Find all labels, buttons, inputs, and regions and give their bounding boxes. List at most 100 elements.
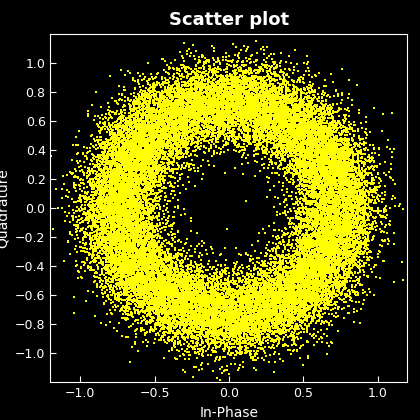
Channel 1 (108, 167, 115, 174)
Channel 1 (330, 153, 337, 160)
Channel 1 (223, 102, 229, 109)
Channel 1 (304, 232, 311, 239)
Channel 1 (282, 264, 289, 270)
Channel 1 (110, 268, 117, 275)
Channel 1 (289, 102, 296, 108)
Channel 1 (304, 126, 310, 132)
Channel 1 (121, 235, 128, 242)
Channel 1 (140, 204, 147, 210)
Channel 1 (280, 307, 287, 314)
Channel 1 (236, 315, 242, 322)
Channel 1 (132, 178, 139, 184)
Channel 1 (240, 305, 247, 312)
Channel 1 (140, 124, 147, 131)
Channel 1 (157, 291, 164, 298)
Channel 1 (192, 79, 199, 86)
Channel 1 (280, 83, 287, 90)
Channel 1 (129, 145, 136, 152)
Channel 1 (138, 120, 145, 126)
Channel 1 (284, 123, 291, 130)
Channel 1 (325, 259, 332, 266)
Channel 1 (165, 90, 172, 97)
Channel 1 (361, 241, 368, 247)
Channel 1 (274, 117, 281, 123)
Channel 1 (258, 97, 265, 104)
Channel 1 (159, 143, 165, 150)
Channel 1 (241, 100, 247, 107)
Channel 1 (215, 125, 221, 131)
Channel 1 (144, 155, 151, 162)
Channel 1 (136, 181, 142, 187)
Channel 1 (292, 310, 299, 317)
Channel 1 (340, 163, 347, 170)
Channel 1 (138, 232, 144, 239)
Channel 1 (324, 132, 331, 139)
Channel 1 (312, 171, 319, 178)
Channel 1 (373, 173, 379, 180)
Channel 1 (242, 84, 249, 90)
Channel 1 (174, 318, 181, 325)
Channel 1 (271, 268, 278, 275)
Channel 1 (119, 188, 126, 195)
Channel 1 (152, 129, 158, 136)
Channel 1 (352, 204, 359, 210)
Channel 1 (136, 180, 143, 186)
Channel 1 (236, 91, 243, 97)
Channel 1 (145, 166, 152, 173)
Channel 1 (333, 242, 340, 249)
Channel 1 (307, 150, 314, 156)
Channel 1 (299, 108, 306, 115)
Channel 1 (76, 127, 83, 134)
Channel 1 (364, 231, 371, 237)
Channel 1 (101, 244, 108, 250)
Channel 1 (131, 215, 138, 222)
Channel 1 (126, 231, 133, 237)
Channel 1 (186, 166, 192, 173)
Channel 1 (276, 85, 282, 92)
Channel 1 (301, 183, 308, 190)
Channel 1 (188, 50, 194, 57)
Channel 1 (302, 283, 309, 290)
Channel 1 (297, 310, 303, 317)
Channel 1 (270, 263, 277, 270)
Channel 1 (287, 97, 294, 104)
Channel 1 (130, 194, 136, 200)
Channel 1 (329, 188, 336, 195)
Channel 1 (157, 186, 163, 193)
Channel 1 (201, 239, 208, 246)
Channel 1 (203, 317, 210, 323)
Channel 1 (113, 135, 120, 142)
Channel 1 (139, 225, 145, 232)
Channel 1 (338, 158, 344, 165)
Channel 1 (218, 312, 224, 319)
Channel 1 (147, 156, 154, 163)
Channel 1 (278, 259, 284, 265)
Channel 1 (273, 116, 279, 122)
Channel 1 (244, 132, 251, 139)
Channel 1 (334, 206, 341, 213)
Channel 1 (197, 97, 204, 104)
Channel 1 (284, 135, 291, 142)
Channel 1 (213, 59, 220, 66)
Channel 1 (167, 254, 174, 261)
Channel 1 (228, 112, 235, 119)
Channel 1 (164, 180, 171, 186)
Channel 1 (121, 164, 127, 171)
Channel 1 (136, 137, 143, 144)
Channel 1 (328, 231, 335, 237)
Channel 1 (297, 91, 304, 97)
Channel 1 (319, 184, 326, 191)
Channel 1 (235, 97, 242, 104)
Channel 1 (310, 297, 317, 303)
Channel 1 (135, 252, 142, 259)
Channel 1 (196, 96, 203, 102)
Channel 1 (327, 132, 333, 139)
Channel 1 (268, 294, 275, 301)
Channel 1 (309, 147, 316, 154)
Channel 1 (351, 194, 358, 201)
Channel 1 (127, 123, 134, 130)
Channel 1 (328, 222, 335, 229)
Channel 1 (169, 299, 176, 305)
Channel 1 (100, 224, 107, 231)
Channel 1 (326, 142, 333, 149)
